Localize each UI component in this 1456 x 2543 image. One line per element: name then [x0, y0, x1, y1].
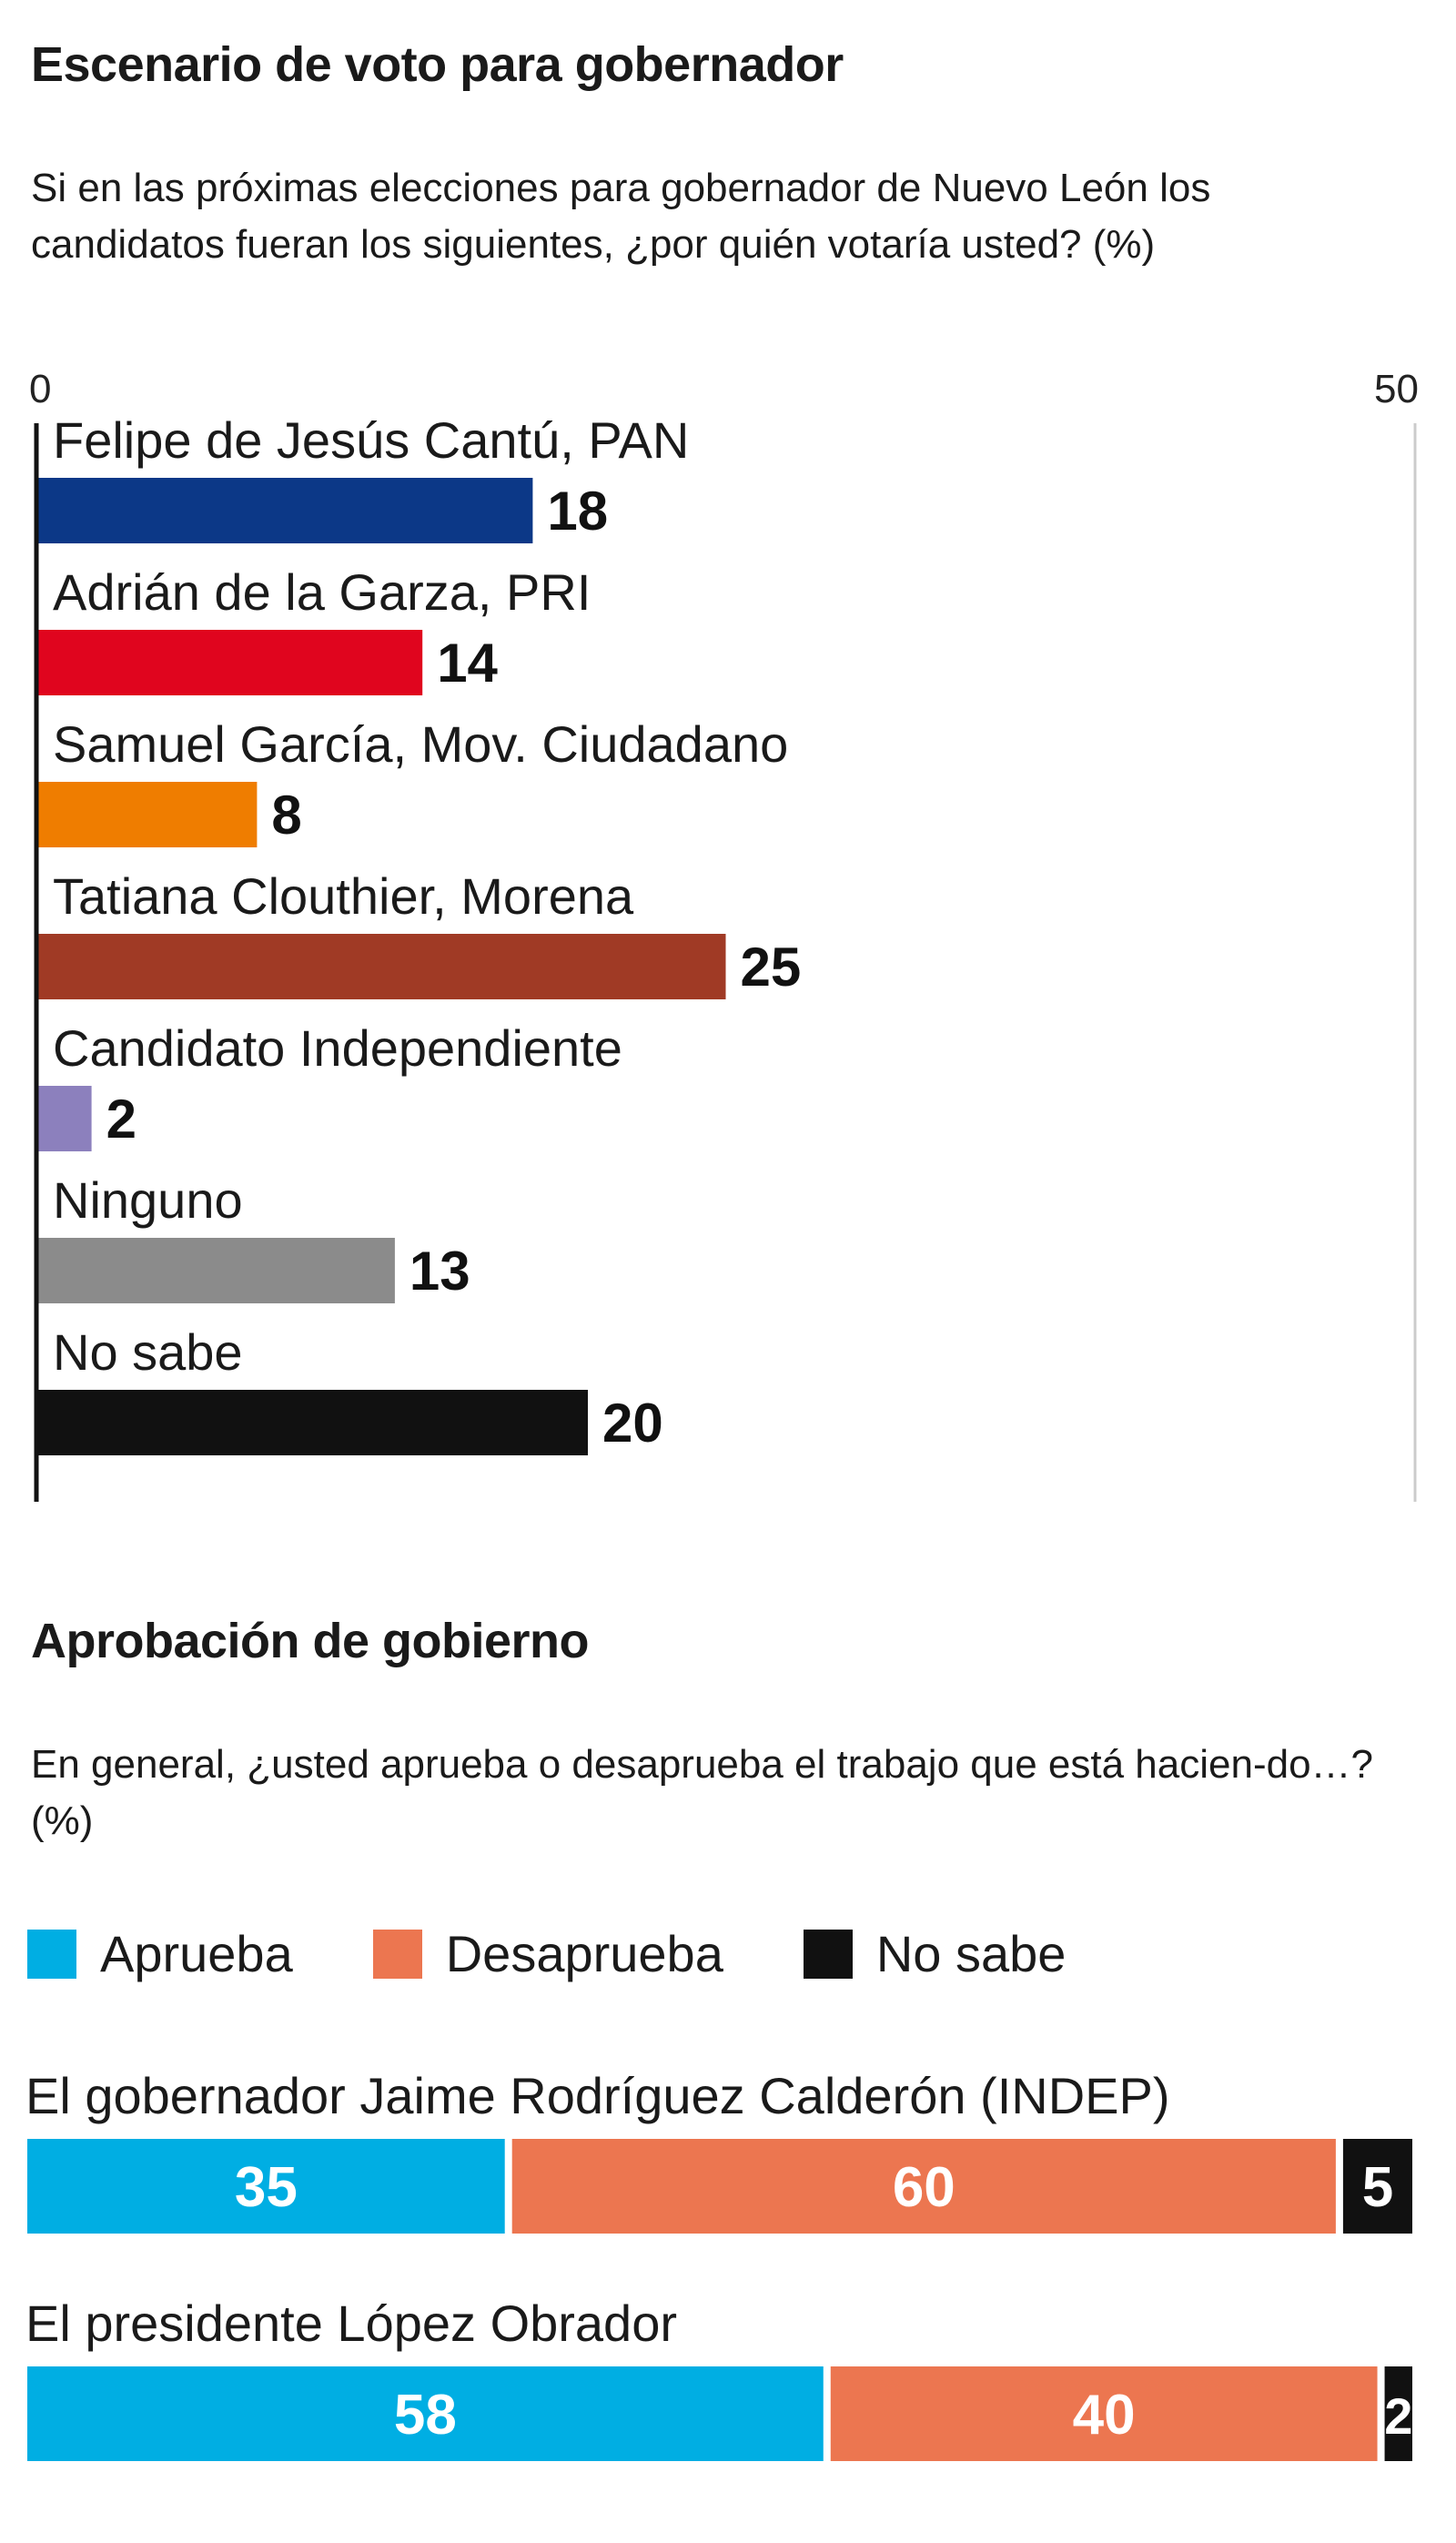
- legend-label-desaprueba: Desaprueba: [445, 1925, 723, 1982]
- axis-tick-label-0: 0: [29, 367, 51, 411]
- data-label: 20: [602, 1393, 663, 1454]
- data-label: 2: [106, 1089, 136, 1150]
- segment-data-label: 60: [893, 2156, 956, 2219]
- segment-data-label: 40: [1073, 2384, 1136, 2447]
- segment-data-label: 2: [1384, 2387, 1412, 2445]
- data-label: 8: [271, 785, 301, 846]
- category-label: Adrián de la Garza, PRI: [53, 563, 591, 621]
- data-label: 18: [547, 481, 608, 542]
- axis-tick-label-50: 50: [1374, 367, 1419, 411]
- segment-data-label: 5: [1362, 2156, 1393, 2219]
- chart-title-voto: Escenario de voto para gobernador: [31, 37, 844, 92]
- bar: [36, 1086, 92, 1151]
- stacked-segment: [830, 2366, 1378, 2461]
- approval-stacked-chart: El gobernador Jaime Rodríguez Calderón (…: [25, 2067, 1412, 2461]
- approval-legend: Aprueba Desaprueba No sabe: [27, 1924, 1146, 1983]
- category-label: Candidato Independiente: [53, 1019, 622, 1077]
- data-label: 14: [437, 633, 498, 694]
- segment-data-label: 58: [394, 2384, 457, 2447]
- legend-swatch-desaprueba: [372, 1929, 422, 1979]
- legend-label-no-sabe: No sabe: [875, 1925, 1067, 1982]
- legend-item-aprueba: Aprueba: [27, 1924, 293, 1983]
- category-label: No sabe: [53, 1323, 243, 1381]
- bar: [36, 630, 423, 695]
- legend-label-aprueba: Aprueba: [100, 1925, 293, 1982]
- category-label: Tatiana Clouthier, Morena: [53, 867, 634, 925]
- vote-bar-chart: 0 50 Felipe de Jesús Cantú, PAN 18 Adrián de…: [29, 367, 1419, 1502]
- category-label: Felipe de Jesús Cantú, PAN: [53, 411, 689, 469]
- category-label: El presidente López Obrador: [25, 2295, 677, 2352]
- stacked-segment: [1342, 2139, 1412, 2234]
- bar: [36, 934, 726, 999]
- data-label: 25: [741, 937, 802, 998]
- chart-title-aprobacion: Aprobación de gobierno: [31, 1614, 590, 1668]
- bar: [36, 1238, 395, 1303]
- legend-swatch-aprueba: [27, 1929, 76, 1979]
- category-label: Ninguno: [53, 1171, 243, 1229]
- stacked-segment: [1384, 2366, 1412, 2461]
- question-voto: Si en las próximas elecciones para gober…: [31, 166, 1211, 267]
- question-aprobacion: En general, ¿usted aprueba o desaprueba …: [31, 1742, 1374, 1843]
- legend-item-no-sabe: No sabe: [803, 1924, 1067, 1983]
- bar: [36, 1390, 588, 1455]
- category-label: Samuel García, Mov. Ciudadano: [53, 715, 788, 773]
- stacked-segment: [511, 2139, 1336, 2234]
- legend-swatch-no-sabe: [803, 1929, 853, 1979]
- category-label: El gobernador Jaime Rodríguez Calderón (…: [25, 2067, 1169, 2124]
- stacked-segment: [27, 2139, 505, 2234]
- segment-data-label: 35: [235, 2156, 298, 2219]
- bar: [36, 782, 258, 847]
- legend-item-desaprueba: Desaprueba: [372, 1924, 723, 1983]
- data-label: 13: [410, 1241, 470, 1302]
- bar: [36, 478, 533, 543]
- stacked-segment: [27, 2366, 824, 2461]
